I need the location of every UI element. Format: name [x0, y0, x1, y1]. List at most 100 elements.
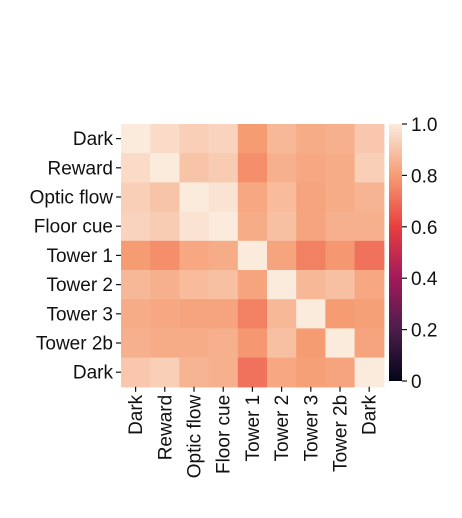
column-label: Tower 2	[272, 395, 293, 462]
heatmap-cell	[354, 153, 385, 183]
heatmap-cell	[237, 211, 268, 242]
heatmap-cell	[179, 211, 210, 242]
heatmap-cell	[150, 357, 180, 388]
heatmap-cell	[296, 153, 326, 183]
colorbar-tick-label: 0.8	[411, 166, 437, 187]
row-label: Dark	[73, 363, 114, 384]
colorbar-tick-label: 0	[411, 372, 422, 393]
row-label: Reward	[48, 158, 113, 179]
heatmap-cell	[121, 211, 151, 242]
heatmap-cell	[150, 299, 180, 329]
heatmap-cell	[296, 182, 326, 213]
heatmap-cell	[121, 182, 151, 213]
row-label: Tower 3	[46, 304, 113, 325]
row-label: Tower 2b	[36, 334, 113, 355]
heatmap-cell	[208, 124, 239, 154]
heatmap-cell	[208, 182, 239, 213]
heatmap-cell	[296, 299, 326, 329]
heatmap-cell	[179, 240, 210, 271]
heatmap-cell	[325, 270, 356, 300]
heatmap-cell	[325, 328, 356, 359]
heatmap-cell	[179, 182, 210, 213]
heatmap-cell	[150, 153, 180, 183]
column-label: Tower 1	[243, 395, 264, 462]
heatmap-cell	[150, 240, 180, 271]
heatmap-cell	[354, 299, 385, 329]
row-label: Tower 2	[46, 275, 113, 296]
column-label: Dark	[360, 394, 381, 435]
heatmap-cell	[150, 182, 180, 213]
heatmap-cell	[267, 211, 297, 242]
heatmap-cell	[150, 328, 180, 359]
heatmap-cell	[267, 153, 297, 183]
heatmap-cell	[179, 270, 210, 300]
colorbar-gradient	[389, 124, 402, 381]
row-labels: Dark Reward Optic flow Floor cue Tower 1 Towe…	[30, 129, 121, 384]
heatmap-cell	[208, 153, 239, 183]
row-label: Tower 1	[46, 246, 113, 267]
heatmap-cell	[237, 240, 268, 271]
heatmap-cell	[296, 240, 326, 271]
heatmap-cell	[354, 357, 385, 388]
heatmap-cell	[179, 153, 210, 183]
heatmap-cell	[150, 270, 180, 300]
heatmap-cell	[296, 270, 326, 300]
heatmap-cell	[267, 124, 297, 154]
column-label: Tower 2b	[331, 395, 352, 472]
colorbar-tick-label: 0.4	[411, 269, 438, 290]
heatmap-cell	[267, 299, 297, 329]
heatmap-cell	[121, 270, 151, 300]
heatmap-cell	[237, 182, 268, 213]
heatmap-cell	[325, 182, 356, 213]
heatmap-cell	[121, 299, 151, 329]
heatmap-cell	[325, 240, 356, 271]
colorbar-tick-label: 0.6	[411, 218, 437, 239]
row-label: Dark	[73, 129, 114, 150]
heatmap-cell	[267, 240, 297, 271]
heatmap-cell	[208, 211, 239, 242]
heatmap-cell	[354, 240, 385, 271]
heatmap-cell	[296, 357, 326, 388]
heatmap-cell	[121, 124, 151, 154]
heatmap-cell	[237, 153, 268, 183]
row-label: Floor cue	[34, 217, 113, 238]
heatmap-cell	[121, 357, 151, 388]
heatmap-cell	[325, 211, 356, 242]
heatmap-cell	[354, 211, 385, 242]
heatmap-cell	[354, 328, 385, 359]
heatmap-cell	[267, 270, 297, 300]
heatmap-cell	[325, 357, 356, 388]
heatmap-cell	[237, 124, 268, 154]
heatmap-cell	[179, 124, 210, 154]
heatmap-cell	[121, 328, 151, 359]
heatmap-cell	[237, 270, 268, 300]
heatmap-cell	[325, 299, 356, 329]
heatmap-cell	[267, 328, 297, 359]
heatmap-cell	[237, 357, 268, 388]
heatmap-cell	[267, 357, 297, 388]
heatmap-cell	[354, 182, 385, 213]
heatmap-cell	[208, 299, 239, 329]
heatmap-cell	[121, 153, 151, 183]
colorbar-tick-label: 0.2	[411, 321, 437, 342]
heatmap-cell	[179, 357, 210, 388]
heatmap-cell	[325, 153, 356, 183]
colorbar: 0 0.2 0.4 0.6 0.8 1.0	[389, 115, 438, 393]
heatmap-cell	[179, 328, 210, 359]
heatmap-cell	[208, 328, 239, 359]
row-label: Optic flow	[30, 188, 114, 209]
heatmap-cell	[208, 357, 239, 388]
heatmap-cell	[237, 299, 268, 329]
heatmap-cell	[354, 124, 385, 154]
heatmap-cell	[179, 299, 210, 329]
heatmap-cell	[267, 182, 297, 213]
column-label: Optic flow	[185, 395, 206, 479]
column-label: Floor cue	[214, 395, 235, 474]
heatmap-cell	[150, 211, 180, 242]
heatmap-cells	[121, 124, 385, 388]
column-label: Dark	[126, 394, 147, 435]
heatmap-cell	[354, 270, 385, 300]
column-labels: Dark Reward Optic flow Floor cue Tower 1 Towe…	[126, 386, 381, 479]
